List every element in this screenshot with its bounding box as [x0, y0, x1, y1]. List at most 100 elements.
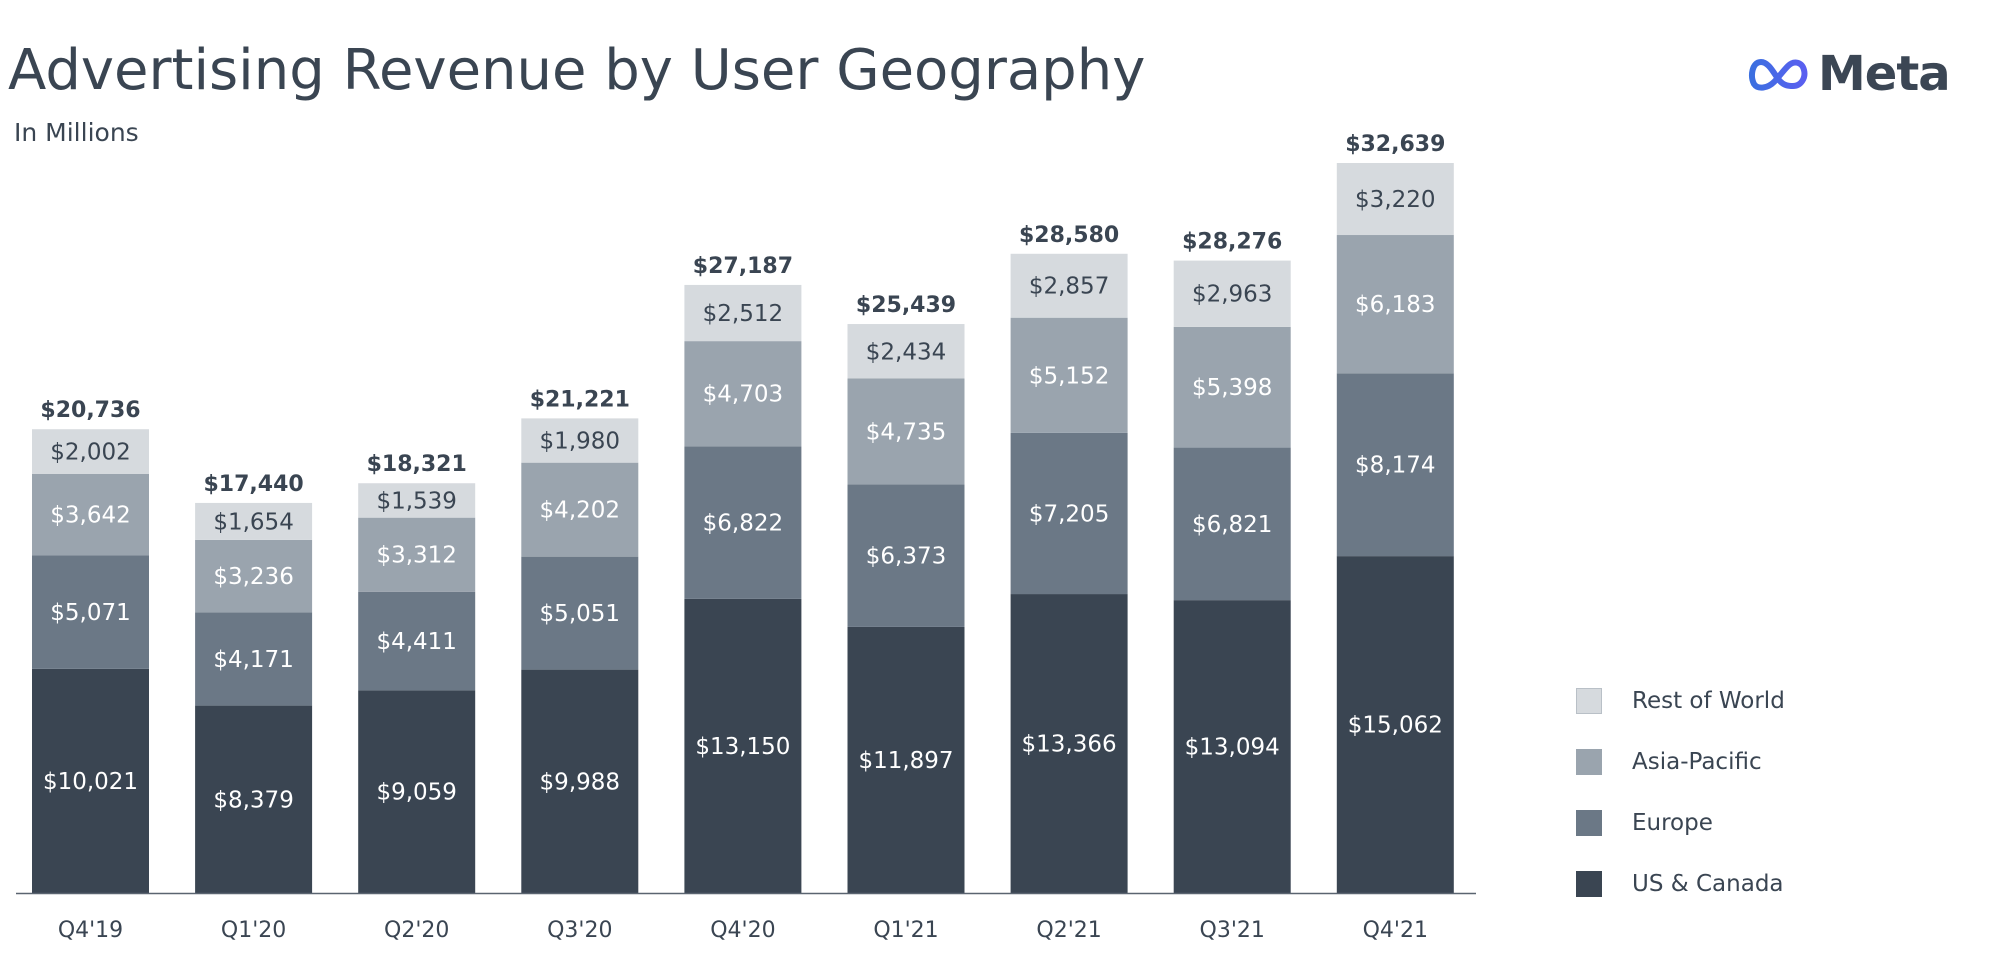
data-label-us-canada: $11,897 [858, 748, 953, 774]
x-tick-label: Q4'19 [58, 918, 123, 943]
data-label-us-canada: $8,379 [213, 787, 293, 813]
data-label-rest-of-world: $2,434 [866, 339, 946, 365]
bar-segment-us-canada [847, 626, 965, 893]
total-label: $21,221 [530, 387, 630, 412]
bar-segment-asia-pacific [1336, 235, 1454, 374]
x-tick-label: Q3'21 [1200, 918, 1265, 943]
data-label-us-canada: $9,988 [540, 769, 620, 795]
bar-segment-us-canada [1010, 594, 1128, 893]
x-tick-label: Q1'20 [221, 918, 286, 943]
total-label: $27,187 [693, 254, 793, 279]
total-label: $20,736 [40, 398, 140, 423]
total-label: $25,439 [856, 293, 956, 318]
x-tick-label: Q4'20 [710, 918, 775, 943]
meta-logo: Meta [1748, 44, 1951, 104]
x-tick-label: Q3'20 [547, 918, 612, 943]
x-tick-label: Q2'20 [384, 918, 449, 943]
bar-segment-asia-pacific [521, 462, 639, 557]
bar-segment-asia-pacific [32, 473, 149, 556]
legend-item-asia-pacific: Asia-Pacific [1576, 731, 1785, 792]
data-label-rest-of-world: $2,002 [50, 440, 130, 466]
bar-segment-europe [847, 484, 965, 627]
bar-segment-us-canada [1173, 600, 1291, 893]
data-label-europe: $5,071 [50, 600, 130, 626]
data-label-rest-of-world: $2,512 [703, 301, 783, 327]
bar-segment-us-canada [521, 669, 639, 893]
data-label-asia-pacific: $4,703 [703, 382, 783, 408]
bar-segment-rest-of-world [847, 324, 965, 379]
legend-label-asia-pacific: Asia-Pacific [1632, 748, 1762, 775]
bar-segment-us-canada [684, 598, 802, 893]
bar-segment-asia-pacific [1173, 326, 1291, 448]
bar-segment-europe [684, 446, 802, 599]
total-label: $28,276 [1182, 230, 1282, 255]
data-label-rest-of-world: $1,539 [376, 488, 456, 514]
legend-label-us-canada: US & Canada [1632, 870, 1784, 897]
bar-segment-asia-pacific [1010, 317, 1128, 433]
total-label: $28,580 [1019, 223, 1119, 248]
data-label-us-canada: $15,062 [1348, 713, 1443, 739]
data-label-rest-of-world: $2,963 [1192, 282, 1272, 308]
data-label-europe: $6,822 [703, 511, 783, 537]
total-label: $32,639 [1345, 132, 1445, 157]
chart-title: Advertising Revenue by User Geography [8, 38, 1146, 103]
bar-segment-us-canada [195, 705, 313, 893]
data-label-asia-pacific: $5,398 [1192, 375, 1272, 401]
bar-segment-europe [1010, 432, 1128, 595]
bar-segment-asia-pacific [684, 341, 802, 447]
bar-segment-rest-of-world [358, 483, 476, 518]
legend-swatch-us-canada [1576, 870, 1602, 897]
total-label: $18,321 [367, 452, 467, 477]
legend-item-us-canada: US & Canada [1576, 853, 1785, 914]
data-label-asia-pacific: $5,152 [1029, 363, 1109, 389]
legend-label-rest-of-world: Rest of World [1632, 687, 1785, 714]
data-label-europe: $7,205 [1029, 501, 1109, 527]
data-label-rest-of-world: $1,654 [213, 509, 293, 535]
legend-label-europe: Europe [1632, 809, 1713, 836]
x-tick-label: Q4'21 [1363, 918, 1428, 943]
bar-segment-europe [1336, 373, 1454, 557]
total-label: $17,440 [203, 472, 303, 497]
bar-segment-rest-of-world [195, 502, 313, 540]
logo-wordmark: Meta [1818, 46, 1951, 102]
bar-segment-asia-pacific [358, 517, 476, 592]
chart-legend: Rest of World Asia-Pacific Europe US & C… [1576, 670, 1785, 914]
bar-segment-rest-of-world [32, 429, 149, 474]
data-label-asia-pacific: $3,642 [50, 503, 130, 529]
data-label-rest-of-world: $3,220 [1355, 187, 1435, 213]
data-label-asia-pacific: $4,735 [866, 419, 946, 445]
bar-segment-rest-of-world [1010, 253, 1128, 318]
bar-segment-europe [32, 555, 149, 669]
legend-swatch-asia-pacific [1576, 748, 1602, 775]
data-label-europe: $6,821 [1192, 512, 1272, 538]
data-label-rest-of-world: $2,857 [1029, 274, 1109, 300]
data-label-asia-pacific: $4,202 [540, 498, 620, 524]
x-tick-label: Q2'21 [1036, 918, 1101, 943]
data-label-rest-of-world: $1,980 [540, 429, 620, 455]
bar-segment-europe [358, 591, 476, 691]
data-label-europe: $8,174 [1355, 453, 1435, 479]
bar-segment-europe [1173, 447, 1291, 601]
bar-segment-us-canada [1336, 556, 1454, 893]
bar-segment-rest-of-world [1173, 260, 1291, 327]
legend-item-europe: Europe [1576, 792, 1785, 853]
bar-segment-rest-of-world [1336, 163, 1454, 236]
bar-segment-us-canada [32, 668, 149, 893]
chart-subtitle: In Millions [14, 118, 139, 147]
data-label-us-canada: $10,021 [43, 769, 138, 795]
data-label-us-canada: $13,366 [1022, 732, 1117, 758]
data-label-asia-pacific: $3,312 [376, 543, 456, 569]
data-label-us-canada: $13,094 [1185, 735, 1280, 761]
data-label-asia-pacific: $6,183 [1355, 292, 1435, 318]
legend-item-rest-of-world: Rest of World [1576, 670, 1785, 731]
legend-swatch-rest-of-world [1576, 687, 1602, 714]
data-label-us-canada: $13,150 [695, 734, 790, 760]
x-tick-label: Q1'21 [873, 918, 938, 943]
data-label-europe: $4,411 [376, 629, 456, 655]
bar-segment-rest-of-world [521, 418, 639, 463]
bar-segment-asia-pacific [847, 378, 965, 485]
bar-segment-asia-pacific [195, 539, 313, 613]
data-label-europe: $5,051 [540, 601, 620, 627]
